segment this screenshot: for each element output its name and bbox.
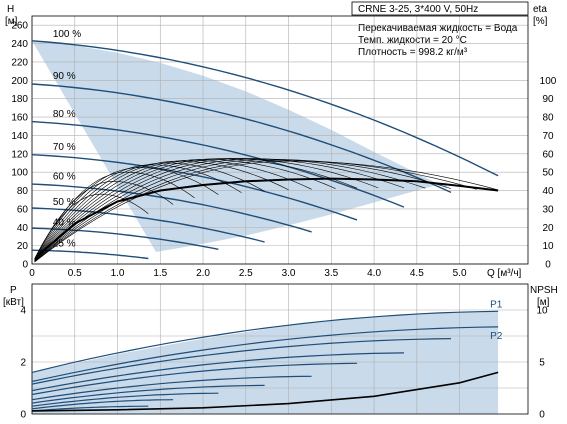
y2-tick-label: 20 bbox=[542, 223, 554, 234]
speed-label: 90 % bbox=[53, 71, 76, 82]
plot-frame bbox=[31, 283, 529, 415]
y2-tick-label: 100 bbox=[540, 76, 557, 87]
legend-p2: P2 bbox=[490, 331, 503, 342]
efficiency-curve bbox=[34, 193, 149, 260]
power-curve bbox=[31, 392, 219, 407]
x-tick-label: 5.0 bbox=[453, 268, 467, 279]
plot-frame bbox=[31, 15, 529, 265]
y2-tick-label: 70 bbox=[542, 131, 554, 142]
power-npsh-plot: P1 P2 0 2 4 0 5 10 bbox=[20, 283, 548, 421]
y2-tick-label: 5 bbox=[539, 358, 545, 369]
y2-tick-label: 40 bbox=[542, 186, 554, 197]
efficiency-curve bbox=[34, 158, 452, 262]
y-tick-label: 40 bbox=[17, 223, 29, 234]
y-tick-label: 2 bbox=[20, 358, 26, 369]
x-tick-label: 0.5 bbox=[68, 268, 82, 279]
power-curve bbox=[31, 362, 358, 396]
y-tick-label: 100 bbox=[11, 168, 28, 179]
y2-axis-label-npsh: NPSH bbox=[530, 285, 558, 296]
y-tick-label: 0 bbox=[22, 260, 28, 271]
y2-axis-label-eta: eta bbox=[533, 4, 547, 15]
efficiency-curve bbox=[34, 180, 174, 260]
efficiency-curve bbox=[34, 162, 265, 261]
y-tick-label: 120 bbox=[11, 149, 28, 160]
y2-tick-label: 10 bbox=[542, 241, 554, 252]
y-tick-label: 60 bbox=[17, 204, 29, 215]
power-curve bbox=[31, 399, 174, 410]
efficiency-curve bbox=[34, 167, 219, 260]
y2-tick-label: 50 bbox=[542, 168, 554, 179]
y2-tick-label: 90 bbox=[542, 94, 554, 105]
efficiency-envelope-curve bbox=[35, 177, 499, 258]
y-tick-label: 80 bbox=[17, 186, 29, 197]
speed-label: 80 % bbox=[53, 109, 76, 120]
y-tick-label: 240 bbox=[11, 39, 28, 50]
x-tick-label: 3.0 bbox=[282, 268, 296, 279]
power-curve bbox=[31, 338, 452, 385]
y-tick-label: 20 bbox=[17, 241, 29, 252]
y-tick-label: 160 bbox=[11, 113, 28, 124]
power-curve bbox=[31, 384, 265, 404]
efficiency-curve bbox=[34, 160, 499, 263]
legend-p1: P1 bbox=[490, 299, 503, 310]
efficiency-curve bbox=[34, 164, 242, 260]
npsh-curve bbox=[31, 371, 499, 412]
speed-label: 60 % bbox=[53, 171, 76, 182]
power-curve bbox=[31, 405, 149, 412]
info-line-temp: Темп. жидкости = 20 °C bbox=[358, 35, 467, 46]
x-tick-label: 3.5 bbox=[324, 268, 338, 279]
speed-label: 100 % bbox=[53, 29, 81, 40]
speed-label: 40 % bbox=[53, 217, 76, 228]
power-curve bbox=[31, 326, 499, 383]
y2-axis-label-eta-unit: [%] bbox=[533, 16, 548, 27]
y-tick-label: 200 bbox=[11, 76, 28, 87]
x-tick-label: 0 bbox=[29, 268, 35, 279]
x-tick-label: 1.5 bbox=[153, 268, 167, 279]
y-axis-label-h: H bbox=[7, 4, 14, 15]
power-curve bbox=[31, 352, 405, 392]
speed-label: 50 % bbox=[53, 197, 76, 208]
x-tick-label: 4.5 bbox=[410, 268, 424, 279]
info-line-liquid: Перекачиваемая жидкость = Вода bbox=[358, 23, 518, 34]
power-curve bbox=[31, 310, 499, 373]
title-box bbox=[351, 1, 529, 16]
x-tick-label: 4.0 bbox=[367, 268, 381, 279]
head-curve bbox=[31, 40, 499, 177]
y-tick-label: 0 bbox=[20, 410, 26, 421]
y-tick-label: 4 bbox=[20, 306, 26, 317]
operating-range-area bbox=[32, 40, 447, 253]
y2-tick-label: 30 bbox=[542, 204, 554, 215]
y-tick-label: 180 bbox=[11, 94, 28, 105]
y2-axis-label-npsh-unit: [м] bbox=[537, 297, 550, 308]
head-efficiency-plot: 100 % 90 % 80 % 70 % 60 % 50 % 40 % 25 % 0 0.5 1.0… bbox=[11, 15, 557, 279]
y2-tick-label: 10 bbox=[536, 306, 548, 317]
y-tick-label: 220 bbox=[11, 57, 28, 68]
x-tick-label: 2.5 bbox=[239, 268, 253, 279]
efficiency-curve bbox=[34, 158, 379, 262]
y2-tick-label: 60 bbox=[542, 149, 554, 160]
y2-tick-label: 0 bbox=[539, 410, 545, 421]
y-axis-label-p-unit: [кВт] bbox=[3, 297, 24, 308]
x-tick-label: 2.0 bbox=[196, 268, 210, 279]
y2-tick-label: 80 bbox=[542, 113, 554, 124]
efficiency-curve bbox=[34, 160, 289, 261]
y-axis-label-h-unit: [м] bbox=[5, 16, 18, 27]
info-line-density: Плотность = 998.2 кг/м³ bbox=[358, 47, 468, 58]
y-tick-label: 140 bbox=[11, 131, 28, 142]
y2-tick-label: 0 bbox=[545, 260, 551, 271]
power-curve bbox=[31, 375, 312, 401]
speed-label: 70 % bbox=[53, 142, 76, 153]
head-curve bbox=[31, 120, 405, 208]
x-axis-label: Q [м³/ч] bbox=[487, 268, 522, 279]
head-curve bbox=[31, 83, 452, 194]
x-tick-label: 1.0 bbox=[111, 268, 125, 279]
speed-label: 25 % bbox=[53, 238, 76, 249]
head-curve bbox=[31, 183, 312, 233]
head-curve bbox=[31, 249, 149, 260]
y-tick-label: 260 bbox=[11, 21, 28, 32]
chart-title: CRNE 3-25, 3*400 V, 50Hz bbox=[358, 4, 478, 15]
y-axis-label-p: P bbox=[10, 285, 17, 296]
